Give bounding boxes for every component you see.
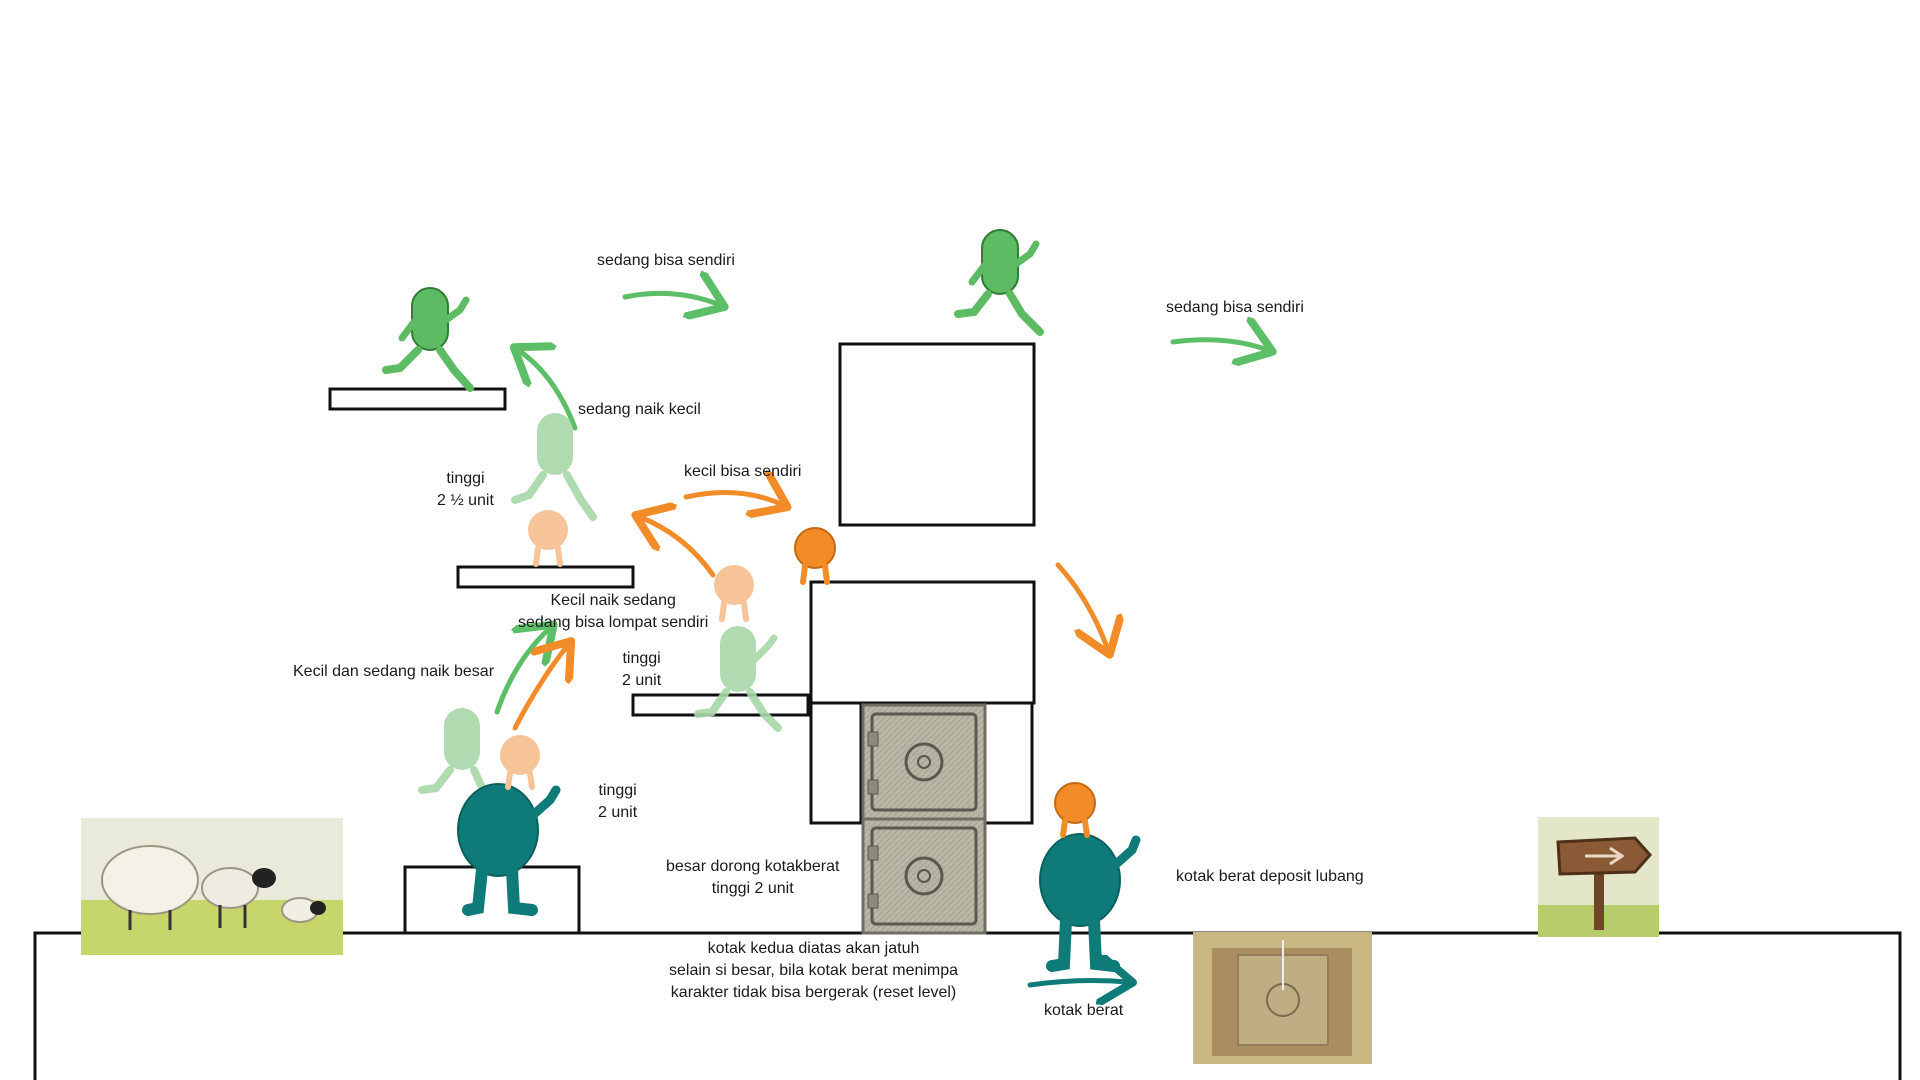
label-besar-dorong: besar dorong kotakberat tinggi 2 unit — [666, 858, 840, 897]
arrow-green-up-from-big — [494, 628, 550, 715]
small-orange-character-faded — [528, 510, 568, 567]
hole-with-safe-icon — [1193, 932, 1372, 1064]
platform-top-left — [328, 387, 507, 411]
label-kotak-kedua: kotak kedua diatas akan jatuh selain si … — [669, 940, 959, 1001]
small-orange-character — [794, 527, 836, 585]
wooden-signpost-icon — [1538, 817, 1659, 937]
label-tinggi-2-unit-mid: tinggi 2 unit — [622, 650, 662, 689]
platform-mid-left — [456, 565, 635, 589]
ground-step-box — [403, 865, 581, 935]
label-kecil-dan-sedang-naik-besar: Kecil dan sedang naik besar — [293, 663, 495, 680]
arrow-green-top-right — [622, 293, 720, 305]
small-orange-character-faded — [714, 565, 754, 622]
arrow-green-far-right — [1170, 340, 1268, 350]
label-tinggi-2-unit-low: tinggi 2 unit — [598, 782, 638, 821]
medium-green-character — [954, 229, 1044, 336]
big-teal-character — [1039, 833, 1141, 972]
label-kotak-berat-deposit: kotak berat deposit lubang — [1176, 868, 1364, 885]
arrow-orange-up-from-big — [512, 645, 568, 731]
label-sedang-naik-kecil: sedang naik kecil — [578, 401, 701, 418]
arrow-teal-right — [1027, 981, 1128, 985]
arrow-green-up-to-top-platform — [518, 350, 578, 431]
label-tinggi-2-5-unit: tinggi 2 ½ unit — [437, 470, 494, 509]
label-kecil-bisa-sendiri: kecil bisa sendiri — [684, 463, 802, 480]
small-orange-character — [1054, 782, 1096, 838]
big-teal-character — [457, 783, 561, 916]
label-sedang-bisa-sendiri-right: sedang bisa sendiri — [1166, 299, 1304, 316]
tower-middle-block — [809, 580, 1036, 705]
sheep-group-icon — [81, 818, 343, 955]
arrow-orange-down — [1055, 562, 1108, 650]
label-kotak-berat: kotak berat — [1044, 1002, 1124, 1019]
heavy-safe-box-icon — [861, 703, 987, 821]
medium-green-character-faded — [694, 626, 782, 732]
tower-left-pillar — [809, 701, 863, 825]
arrow-orange-to-medium — [640, 517, 716, 578]
ground-line — [33, 931, 1902, 1080]
arrow-orange-right — [683, 493, 783, 506]
medium-green-character-faded — [511, 413, 597, 521]
label-kecil-naik-sedang: Kecil naik sedang sedang bisa lompat sen… — [518, 592, 709, 631]
heavy-safe-box-icon — [861, 817, 987, 935]
label-sedang-bisa-sendiri-top: sedang bisa sendiri — [597, 252, 735, 269]
tower-right-pillar — [980, 701, 1034, 825]
tower-top-block — [838, 342, 1036, 527]
small-orange-character-faded — [500, 735, 540, 790]
medium-green-character — [382, 287, 474, 392]
